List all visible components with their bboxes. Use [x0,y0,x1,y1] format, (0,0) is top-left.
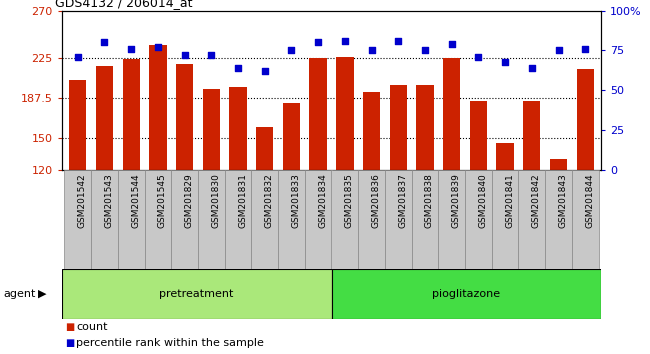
Bar [122,59,140,170]
Text: GSM201842: GSM201842 [532,173,541,228]
Text: ▶: ▶ [38,289,46,299]
Text: count: count [76,322,107,332]
Bar [229,87,247,170]
Text: GSM201837: GSM201837 [398,173,408,228]
Text: GSM201543: GSM201543 [105,173,114,228]
Bar [278,170,305,269]
Text: GSM201841: GSM201841 [505,173,514,228]
Bar [309,58,327,170]
Text: GSM201834: GSM201834 [318,173,327,228]
Point [233,65,243,71]
Text: GSM201545: GSM201545 [158,173,167,228]
Text: GSM201843: GSM201843 [558,173,567,228]
Bar [176,64,193,170]
Bar [358,170,385,269]
Point [500,59,510,64]
Point [580,46,590,52]
Point [286,47,296,53]
Text: percentile rank within the sample: percentile rank within the sample [76,338,264,348]
Text: GSM201840: GSM201840 [478,173,488,228]
Text: GSM201832: GSM201832 [265,173,274,228]
Bar [416,85,434,170]
Text: ■: ■ [65,338,74,348]
Text: GSM201838: GSM201838 [425,173,434,228]
Point [206,52,216,58]
Bar [91,170,118,269]
Bar [225,170,252,269]
Text: pioglitazone: pioglitazone [432,289,500,299]
Text: GSM201836: GSM201836 [372,173,380,228]
Bar [203,89,220,170]
Text: GSM201844: GSM201844 [585,173,594,228]
Bar [470,101,487,170]
Bar [545,170,572,269]
Text: GSM201542: GSM201542 [78,173,86,228]
Bar [572,170,599,269]
Bar [171,170,198,269]
Bar [305,170,332,269]
Point [553,47,564,53]
Text: GSM201839: GSM201839 [452,173,461,228]
Point [99,40,110,45]
Bar [69,80,86,170]
Point [179,52,190,58]
Point [313,40,323,45]
Bar [198,170,225,269]
Bar [118,170,144,269]
Bar [385,170,411,269]
Point [367,47,377,53]
Bar [332,269,601,319]
Text: GSM201544: GSM201544 [131,173,140,228]
Text: GSM201830: GSM201830 [211,173,220,228]
Bar [283,103,300,170]
Point [473,54,484,59]
Bar [96,66,113,170]
Text: GSM201833: GSM201833 [291,173,300,228]
Text: pretreatment: pretreatment [159,289,234,299]
Bar [256,127,274,170]
Point [340,38,350,44]
Bar [438,170,465,269]
Point [259,68,270,74]
Point [393,38,404,44]
Bar [492,170,519,269]
Text: ■: ■ [65,322,74,332]
Bar [519,170,545,269]
Text: GSM201829: GSM201829 [185,173,194,228]
Bar [465,170,492,269]
Text: GSM201835: GSM201835 [345,173,354,228]
Bar [64,170,91,269]
Point [73,54,83,59]
Bar [411,170,438,269]
Bar [62,269,332,319]
Bar [523,101,541,170]
Bar [497,143,514,170]
Point [420,47,430,53]
Bar [144,170,171,269]
Bar [550,159,567,170]
Point [153,45,163,50]
Bar [332,170,358,269]
Bar [150,45,166,170]
Bar [389,85,407,170]
Bar [577,69,594,170]
Text: agent: agent [3,289,36,299]
Bar [252,170,278,269]
Bar [363,92,380,170]
Bar [336,57,354,170]
Point [126,46,136,52]
Point [526,65,537,71]
Text: GDS4132 / 206014_at: GDS4132 / 206014_at [55,0,193,9]
Text: GSM201831: GSM201831 [238,173,247,228]
Point [447,41,457,47]
Bar [443,58,460,170]
